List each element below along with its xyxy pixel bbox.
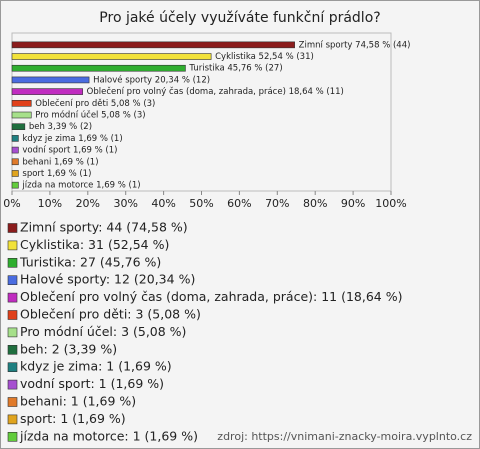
bar (11, 181, 19, 189)
bar (11, 100, 32, 107)
legend-label: sport: 1 (1,69 %) (20, 411, 126, 426)
legend-label: jízda na motorce: 1 (1,69 %) (19, 428, 198, 443)
legend-swatch (7, 292, 18, 303)
legend-label: behani: 1 (1,69 %) (20, 394, 136, 409)
legend-swatch (7, 397, 18, 407)
legend-swatch (7, 362, 18, 373)
bar (11, 111, 32, 119)
chart-title: Pro jaké účely využíváte funkční prádlo? (99, 10, 380, 26)
legend-label: Oblečení pro děti: 3 (5,08 %) (20, 307, 201, 322)
x-tick-label: 40% (151, 197, 175, 210)
legend-swatch (7, 240, 18, 251)
x-tick-label: 0% (3, 197, 20, 210)
legend-label: Pro módní účel: 3 (5,08 %) (20, 324, 186, 339)
bar (11, 135, 19, 142)
bar-label: Pro módní účel 5,08 % (3) (35, 110, 145, 121)
bar-label: beh 3,39 % (2) (29, 122, 92, 132)
source: zdroj: https://vnimani-znacky-moira.vypl… (217, 430, 472, 443)
bar (11, 64, 186, 72)
bar (11, 123, 26, 130)
legend-swatch (7, 379, 18, 390)
legend-swatch (7, 431, 18, 442)
legend-swatch (7, 414, 18, 425)
legend-swatch (7, 327, 18, 338)
bar-label: Cyklistika 52,54 % (31) (215, 52, 314, 62)
bar-label: Oblečení pro děti 5,08 % (3) (35, 98, 155, 109)
bar-label: kdyz je zima 1,69 % (1) (22, 134, 122, 144)
legend-label: Cyklistika: 31 (52,54 %) (20, 237, 169, 252)
x-tick-label: 50% (189, 197, 213, 210)
x-tick-label: 60% (227, 197, 251, 210)
legend-swatch (7, 275, 18, 286)
legend-label: Zimní sporty: 44 (74,58 %) (20, 220, 188, 235)
x-tick-label: 20% (76, 197, 100, 210)
bar (11, 76, 90, 84)
bar-label: Turistika 45,76 % (27) (188, 64, 282, 74)
legend-swatch (7, 310, 18, 320)
legend-swatch (7, 257, 18, 268)
x-tick-label: 10% (38, 197, 62, 210)
bar (11, 170, 19, 177)
legend-label: vodní sport: 1 (1,69 %) (20, 376, 164, 391)
legend-swatch (7, 344, 18, 355)
legend-label: Oblečení pro volný čas (doma, zahrada, p… (20, 289, 402, 304)
bar-label: Oblečení pro volný čas (doma, zahrada, p… (87, 86, 344, 97)
bar-label: behani 1,69 % (1) (22, 157, 98, 167)
bar (11, 41, 295, 49)
bar (11, 88, 83, 95)
legend-swatch (7, 223, 18, 233)
bar (11, 53, 212, 60)
x-tick-label: 90% (341, 197, 365, 210)
x-tick-label: 80% (303, 197, 327, 210)
bar-label: jízda na motorce 1,69 % (1) (21, 181, 140, 191)
x-tick-label: 30% (113, 197, 137, 210)
bar-label: Zimní sporty 74,58 % (44) (299, 40, 411, 50)
legend-label: kdyz je zima: 1 (1,69 %) (20, 359, 172, 374)
bar-label: vodní sport 1,69 % (1) (22, 146, 117, 156)
bar (11, 146, 19, 154)
bar (11, 158, 19, 166)
bar-label: Halové sporty 20,34 % (12) (93, 74, 210, 85)
x-tick-label: 100% (375, 197, 406, 210)
legend-label: Turistika: 27 (45,76 %) (19, 254, 161, 269)
legend-label: beh: 2 (3,39 %) (20, 341, 117, 356)
x-tick-label: 70% (265, 197, 289, 210)
legend-label: Halové sporty: 12 (20,34 %) (20, 272, 195, 287)
bar-label: sport 1,69 % (1) (22, 169, 91, 179)
